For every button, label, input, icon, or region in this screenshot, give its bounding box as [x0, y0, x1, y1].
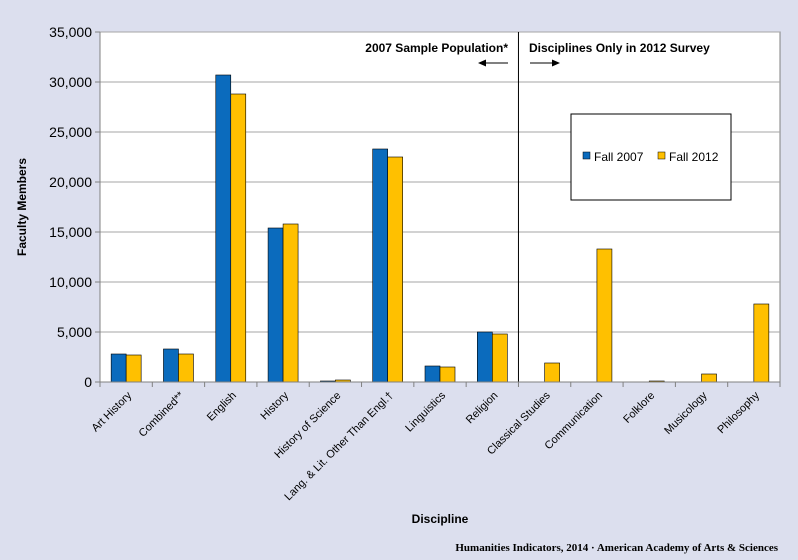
legend-swatch-fall-2012 — [657, 151, 666, 160]
y-tick-label: 15,000 — [49, 224, 92, 240]
x-tick-label: Folklore — [621, 390, 657, 426]
y-axis-ticks: 0 5,000 10,000 15,000 20,000 25,000 30,000 35,0… — [49, 24, 100, 390]
x-tick-label: Combined** — [137, 389, 188, 440]
y-tick-label: 10,000 — [49, 274, 92, 290]
y-tick-label: 25,000 — [49, 124, 92, 140]
bar-fall-2012 — [282, 223, 299, 383]
plot-area — [99, 31, 781, 383]
left-arrow-icon — [478, 59, 508, 67]
legend: Fall 2007 Fall 2012 — [570, 113, 732, 201]
legend-label-fall-2007: Fall 2007 — [594, 150, 644, 164]
legend-swatch-fall-2007 — [582, 151, 591, 160]
x-tick-label: Musicology — [662, 389, 710, 437]
source-credit: Humanities Indicators, 2014 · American A… — [455, 542, 778, 554]
legend-label-fall-2012: Fall 2012 — [669, 150, 719, 164]
bar-fall-2012 — [753, 303, 770, 383]
bar-fall-2012 — [387, 156, 403, 383]
right-arrow-icon — [530, 59, 560, 67]
bars — [110, 74, 770, 383]
bar-fall-2012 — [492, 333, 508, 383]
bar-fall-2012 — [544, 362, 560, 383]
bar-fall-2012 — [596, 248, 613, 383]
bar-fall-2012 — [439, 366, 456, 383]
bar-fall-2007 — [424, 365, 441, 383]
bar-fall-2007 — [267, 227, 284, 383]
x-tick-label: Communication — [543, 390, 606, 453]
bar-fall-2007 — [110, 353, 127, 383]
x-tick-label: Linguistics — [403, 389, 448, 434]
bar-fall-2012 — [178, 353, 194, 383]
y-tick-label: 20,000 — [49, 174, 92, 190]
x-axis-title: Discipline — [412, 512, 469, 526]
x-tick-label: Lang. & Lit. Other Than Engl.† — [282, 390, 395, 503]
bar-fall-2007 — [372, 148, 388, 383]
left-region-label: 2007 Sample Population* — [365, 41, 508, 55]
y-tick-label: 5,000 — [57, 324, 92, 340]
bar-fall-2007 — [215, 74, 232, 383]
x-tick-label: Philosophy — [715, 389, 762, 436]
x-tick-label: Art History — [89, 389, 134, 434]
y-tick-label: 35,000 — [49, 24, 92, 40]
bar-fall-2007 — [163, 348, 179, 383]
bar-fall-2007 — [477, 331, 493, 383]
bar-fall-2012 — [125, 354, 142, 383]
y-tick-label: 30,000 — [49, 74, 92, 90]
x-tick-label: English — [205, 390, 239, 424]
x-tick-label: History — [259, 389, 292, 422]
bar-fall-2012 — [230, 93, 247, 383]
x-axis-ticks: Art History Combined** English HistoryHisto… — [89, 382, 781, 503]
y-tick-label: 0 — [84, 374, 92, 390]
gridlines — [100, 31, 780, 333]
right-region-label: Disciplines Only in 2012 Survey — [529, 41, 710, 55]
x-tick-label: Religion — [464, 390, 501, 427]
y-axis-title: Faculty Members — [15, 158, 29, 256]
bar-fall-2012 — [701, 373, 717, 383]
